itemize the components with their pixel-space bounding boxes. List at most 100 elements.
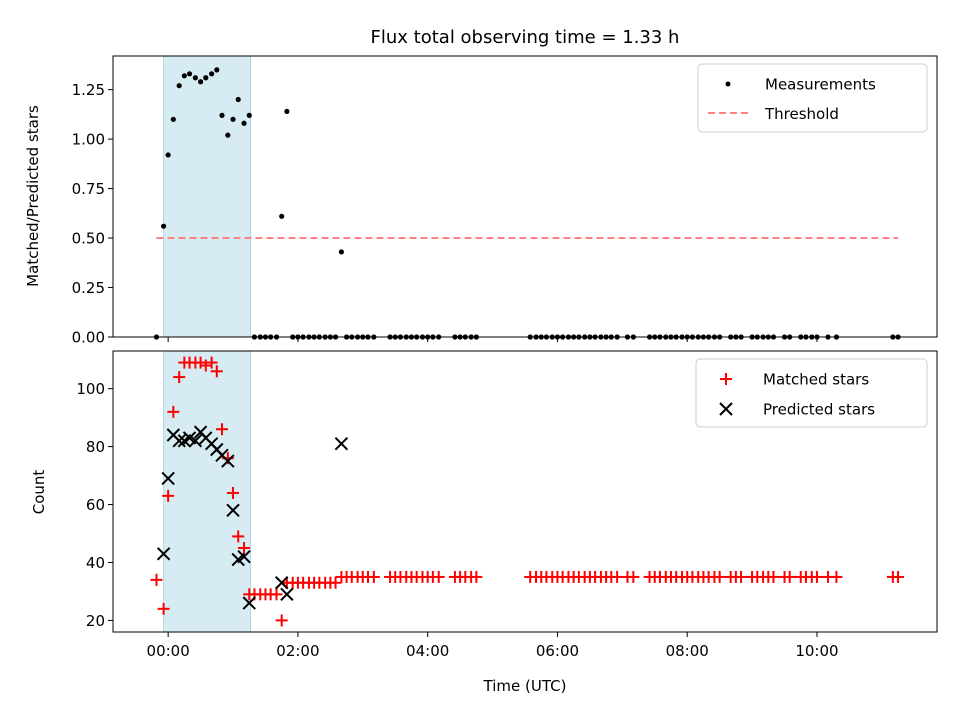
matched-star-point bbox=[232, 530, 245, 543]
y-tick-label: 0.00 bbox=[72, 329, 105, 347]
matched-star-point bbox=[205, 356, 218, 369]
top-panel-flux-ratio: Flux total observing time = 1.33 h 0.000… bbox=[24, 27, 938, 347]
matched-star-point bbox=[194, 356, 207, 369]
measurement-point bbox=[161, 223, 167, 229]
measurement-point bbox=[170, 116, 176, 122]
star-count-points bbox=[150, 356, 905, 627]
predicted-star-point bbox=[334, 436, 349, 451]
matched-star-point bbox=[162, 489, 175, 502]
y-tick-label: 0.25 bbox=[72, 279, 105, 297]
matched-star-point bbox=[216, 423, 229, 436]
observing-window-span bbox=[163, 55, 252, 338]
predicted-star-point bbox=[172, 434, 186, 448]
matched-star-point bbox=[270, 588, 283, 601]
measurement-point bbox=[338, 249, 344, 255]
legend-marker-predicted bbox=[719, 402, 733, 416]
matched-star-point bbox=[810, 570, 823, 583]
matched-star-point bbox=[627, 570, 640, 583]
y-tick-label: 20 bbox=[86, 612, 105, 630]
x-tick-label: 04:00 bbox=[406, 642, 449, 660]
legend-top: Measurements Threshold bbox=[697, 63, 928, 133]
x-tick-label: 08:00 bbox=[666, 642, 709, 660]
x-tick-label: 06:00 bbox=[536, 642, 579, 660]
matched-star-point bbox=[275, 614, 288, 627]
measurement-point bbox=[197, 79, 204, 85]
predicted-star-point bbox=[237, 549, 251, 564]
legend-frame bbox=[695, 358, 928, 428]
measurement-point bbox=[203, 75, 209, 81]
measurement-point bbox=[219, 112, 225, 118]
measurement-point bbox=[279, 213, 285, 219]
matched-star-point bbox=[238, 541, 251, 554]
measurement-point bbox=[230, 116, 236, 122]
y-tick-label: 0.50 bbox=[72, 230, 105, 248]
matched-star-point bbox=[783, 570, 796, 583]
measurement-point bbox=[241, 120, 247, 126]
matched-star-point bbox=[367, 570, 380, 583]
matched-star-point bbox=[329, 576, 342, 589]
y-tick-label: 60 bbox=[86, 496, 105, 514]
matched-star-point bbox=[210, 365, 223, 378]
predicted-star-point bbox=[188, 434, 203, 448]
legend-label-matched: Matched stars bbox=[763, 371, 869, 389]
predicted-star-point bbox=[156, 547, 171, 561]
predicted-star-point bbox=[274, 576, 289, 590]
predicted-star-point bbox=[221, 454, 235, 468]
measurement-point bbox=[235, 96, 241, 103]
matched-star-point bbox=[173, 371, 186, 384]
measurement-point bbox=[214, 67, 220, 73]
y-tick-label: 1.00 bbox=[72, 131, 105, 149]
matched-star-point bbox=[167, 405, 180, 418]
matched-star-point bbox=[157, 602, 170, 615]
y-tick-label: 0.75 bbox=[72, 180, 105, 198]
measurement-point bbox=[246, 112, 252, 118]
matched-star-point bbox=[767, 570, 780, 583]
matched-star-point bbox=[227, 486, 240, 499]
y-tick-label: 40 bbox=[86, 554, 105, 572]
measurement-point bbox=[209, 71, 215, 77]
x-tick-label: 02:00 bbox=[276, 642, 319, 660]
y-tick-label: 1.25 bbox=[72, 81, 105, 99]
measurement-point bbox=[186, 71, 193, 77]
matched-star-point bbox=[432, 570, 445, 583]
legend-label-threshold: Threshold bbox=[764, 105, 839, 123]
measurement-point bbox=[176, 83, 182, 89]
matched-star-point bbox=[713, 570, 726, 583]
measurement-point bbox=[284, 108, 290, 115]
bottom-axes-frame bbox=[112, 350, 938, 633]
matched-star-point bbox=[830, 570, 843, 583]
predicted-star-point bbox=[226, 503, 240, 518]
y-axis-label: Matched/Predicted stars bbox=[24, 105, 42, 287]
matched-star-point bbox=[735, 570, 748, 583]
predicted-star-point bbox=[242, 596, 256, 610]
predicted-star-point bbox=[280, 587, 294, 602]
measurement-point bbox=[192, 75, 198, 81]
legend-frame bbox=[697, 63, 928, 133]
y-axis-ticks: 0.00 0.25 0.50 0.75 1.00 1.25 bbox=[72, 81, 113, 347]
y-tick-label: 100 bbox=[76, 380, 105, 398]
y-tick-label: 80 bbox=[86, 438, 105, 456]
matched-star-point bbox=[150, 573, 163, 586]
x-tick-label: 10:00 bbox=[795, 642, 838, 660]
x-axis-ticks: 00:00 02:00 04:00 06:00 08:00 10:00 bbox=[147, 632, 839, 660]
matched-star-point bbox=[470, 570, 483, 583]
matched-star-point bbox=[611, 570, 624, 583]
top-axes-frame bbox=[112, 55, 938, 338]
predicted-star-point bbox=[161, 471, 175, 486]
y-axis-label: Count bbox=[30, 470, 48, 515]
matched-star-point bbox=[892, 570, 905, 583]
bottom-panel-star-counts: 20 40 60 80 100 00:00 02:00 04:00 06:00 08:00 10:… bbox=[30, 350, 938, 695]
x-axis-label: Time (UTC) bbox=[483, 677, 567, 695]
legend-marker-measurements bbox=[725, 81, 731, 87]
y-axis-ticks: 20 40 60 80 100 bbox=[76, 380, 113, 630]
legend-label-measurements: Measurements bbox=[765, 76, 876, 94]
x-tick-label: 00:00 bbox=[147, 642, 190, 660]
chart-title: Flux total observing time = 1.33 h bbox=[371, 27, 680, 48]
measurement-point bbox=[225, 132, 231, 138]
legend-marker-matched bbox=[720, 373, 732, 385]
matched-star-point bbox=[199, 359, 212, 372]
measurement-point bbox=[165, 152, 171, 158]
observing-window-span bbox=[163, 350, 252, 633]
measurement-point bbox=[181, 73, 187, 79]
